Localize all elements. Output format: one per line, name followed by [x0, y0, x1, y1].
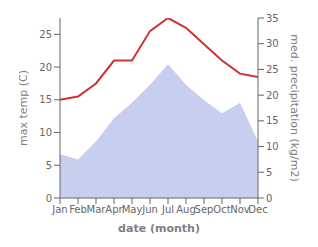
svg-text:20: 20 — [39, 62, 52, 73]
svg-text:25: 25 — [39, 29, 52, 40]
svg-text:0: 0 — [46, 193, 52, 204]
svg-text:max temp (C): max temp (C) — [17, 70, 30, 146]
svg-text:25: 25 — [266, 64, 279, 75]
svg-text:15: 15 — [266, 115, 279, 126]
svg-text:30: 30 — [266, 38, 279, 49]
svg-text:Dec: Dec — [248, 204, 267, 215]
svg-text:med. precipitation (kg/m2): med. precipitation (kg/m2) — [288, 34, 301, 182]
svg-text:35: 35 — [266, 13, 279, 24]
svg-text:Aug: Aug — [176, 204, 196, 215]
svg-text:Feb: Feb — [69, 204, 87, 215]
svg-text:Mar: Mar — [87, 204, 107, 215]
svg-text:5: 5 — [266, 167, 272, 178]
svg-text:Sep: Sep — [195, 204, 214, 215]
svg-text:Jul: Jul — [161, 204, 174, 215]
svg-text:20: 20 — [266, 90, 279, 101]
svg-text:May: May — [122, 204, 143, 215]
svg-text:5: 5 — [46, 160, 52, 171]
svg-text:Nov: Nov — [230, 204, 250, 215]
svg-text:10: 10 — [39, 127, 52, 138]
svg-text:date (month): date (month) — [118, 222, 200, 235]
svg-text:15: 15 — [39, 94, 52, 105]
svg-text:Apr: Apr — [105, 204, 123, 216]
svg-text:Jun: Jun — [141, 204, 158, 215]
svg-text:Jan: Jan — [51, 204, 67, 215]
svg-text:0: 0 — [266, 193, 272, 204]
svg-text:Oct: Oct — [213, 204, 230, 215]
svg-text:10: 10 — [266, 141, 279, 152]
